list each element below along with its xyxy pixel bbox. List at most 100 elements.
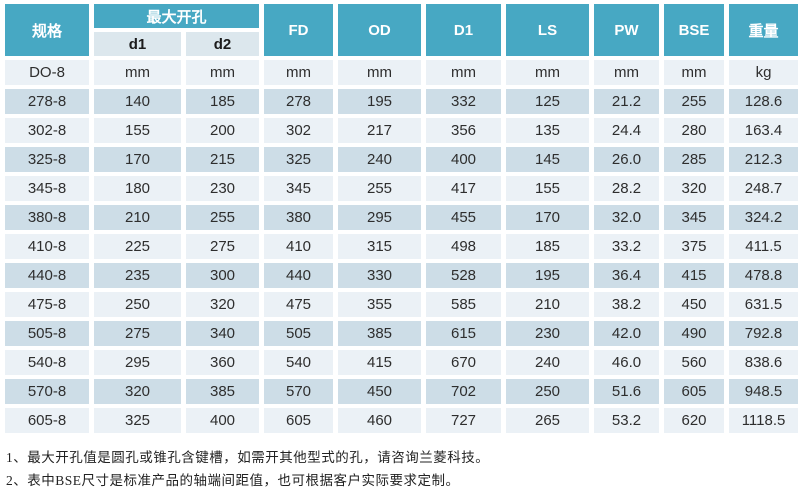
- table-cell: 570: [264, 379, 334, 404]
- table-cell: 42.0: [594, 321, 660, 346]
- table-cell: 135: [506, 118, 590, 143]
- table-cell: 302-8: [5, 118, 89, 143]
- table-cell: 380: [264, 205, 334, 230]
- table-cell: 324.2: [729, 205, 799, 230]
- table-cell: 498: [426, 234, 502, 259]
- footnote-2: 2、表中BSE尺寸是标准产品的轴端间距值，也可根据客户实际要求定制。: [6, 473, 460, 488]
- table-cell: mm: [506, 60, 590, 85]
- table-cell: 36.4: [594, 263, 660, 288]
- table-cell: 280: [664, 118, 725, 143]
- col-header-d1-cap: D1: [426, 4, 502, 56]
- table-cell: 255: [186, 205, 260, 230]
- header-row-2: d1 d2: [5, 32, 798, 56]
- units-row: DO-8 mm mm mm mm mm mm mm mm kg: [5, 60, 799, 85]
- col-header-fd: FD: [264, 4, 334, 56]
- table-cell: 278-8: [5, 89, 89, 114]
- table-cell: 325-8: [5, 147, 89, 172]
- table-cell: 275: [94, 321, 181, 346]
- table-row: 410-8 225 275 410 315 498 185 33.2 375 411.5: [5, 234, 799, 259]
- table-cell: 155: [506, 176, 590, 201]
- table-cell: 356: [426, 118, 502, 143]
- table-cell: 325: [94, 408, 181, 433]
- table-cell: 240: [506, 350, 590, 375]
- table-cell: kg: [729, 60, 799, 85]
- table-cell: 195: [506, 263, 590, 288]
- table-cell: 727: [426, 408, 502, 433]
- table-cell: 417: [426, 176, 502, 201]
- table-cell: mm: [426, 60, 502, 85]
- table-cell: 411.5: [729, 234, 799, 259]
- table-cell: 285: [664, 147, 725, 172]
- table-cell: DO-8: [5, 60, 89, 85]
- table-cell: mm: [338, 60, 422, 85]
- table-cell: 400: [426, 147, 502, 172]
- table-cell: 210: [506, 292, 590, 317]
- table-cell: 345: [664, 205, 725, 230]
- table-cell: 615: [426, 321, 502, 346]
- table-cell: 185: [506, 234, 590, 259]
- table-cell: 302: [264, 118, 334, 143]
- table-cell: 250: [94, 292, 181, 317]
- table-cell: 24.4: [594, 118, 660, 143]
- table-cell: mm: [264, 60, 334, 85]
- table-cell: 33.2: [594, 234, 660, 259]
- col-header-max-opening: 最大开孔: [94, 4, 260, 28]
- table-cell: 355: [338, 292, 422, 317]
- spec-table: 规格 最大开孔 FD OD D1 LS PW BSE 重量 d1 d2 DO-8…: [5, 4, 799, 433]
- table-cell: 410: [264, 234, 334, 259]
- table-cell: 230: [506, 321, 590, 346]
- footnotes: 1、最大开孔值是圆孔或锥孔含键槽，如需开其他型式的孔，请咨询兰菱科技。 2、表中…: [0, 446, 807, 492]
- table-row: 325-8 170 215 325 240 400 145 26.0 285 212.3: [5, 147, 799, 172]
- table-row: 440-8 235 300 440 330 528 195 36.4 415 478.8: [5, 263, 799, 288]
- table-cell: 605: [664, 379, 725, 404]
- table-cell: 278: [264, 89, 334, 114]
- table-cell: 145: [506, 147, 590, 172]
- table-cell: 410-8: [5, 234, 89, 259]
- table-cell: 26.0: [594, 147, 660, 172]
- table-cell: 46.0: [594, 350, 660, 375]
- table-row: 540-8 295 360 540 415 670 240 46.0 560 838.6: [5, 350, 799, 375]
- table-body: DO-8 mm mm mm mm mm mm mm mm kg 278-8 140 185 278 195 3…: [5, 60, 799, 433]
- table-cell: 250: [506, 379, 590, 404]
- table-cell: 38.2: [594, 292, 660, 317]
- col-header-weight: 重量: [729, 4, 799, 56]
- table-cell: 345: [264, 176, 334, 201]
- col-header-spec: 规格: [5, 4, 89, 56]
- table-cell: 225: [94, 234, 181, 259]
- col-header-pw: PW: [594, 4, 660, 56]
- table-cell: 702: [426, 379, 502, 404]
- table-cell: 170: [94, 147, 181, 172]
- table-cell: 325: [264, 147, 334, 172]
- table-cell: 248.7: [729, 176, 799, 201]
- table-cell: 450: [664, 292, 725, 317]
- table-cell: 505-8: [5, 321, 89, 346]
- table-cell: 53.2: [594, 408, 660, 433]
- table-cell: 605: [264, 408, 334, 433]
- table-row: 278-8 140 185 278 195 332 125 21.2 255 128.6: [5, 89, 799, 114]
- table-row: 302-8 155 200 302 217 356 135 24.4 280 163.4: [5, 118, 799, 143]
- table-cell: 195: [338, 89, 422, 114]
- table-cell: 275: [186, 234, 260, 259]
- table-cell: 32.0: [594, 205, 660, 230]
- table-cell: 320: [186, 292, 260, 317]
- table-cell: 155: [94, 118, 181, 143]
- table-cell: 320: [664, 176, 725, 201]
- table-cell: mm: [186, 60, 260, 85]
- table-cell: mm: [664, 60, 725, 85]
- table-cell: 300: [186, 263, 260, 288]
- table-cell: 455: [426, 205, 502, 230]
- table-cell: 375: [664, 234, 725, 259]
- table-cell: 415: [338, 350, 422, 375]
- col-header-ls: LS: [506, 4, 590, 56]
- table-cell: 478.8: [729, 263, 799, 288]
- table-cell: 460: [338, 408, 422, 433]
- table-cell: 320: [94, 379, 181, 404]
- table-cell: 792.8: [729, 321, 799, 346]
- table-cell: 475: [264, 292, 334, 317]
- table-cell: 185: [186, 89, 260, 114]
- table-cell: 505: [264, 321, 334, 346]
- table-row: 505-8 275 340 505 385 615 230 42.0 490 792.8: [5, 321, 799, 346]
- table-cell: 255: [338, 176, 422, 201]
- table-cell: 380-8: [5, 205, 89, 230]
